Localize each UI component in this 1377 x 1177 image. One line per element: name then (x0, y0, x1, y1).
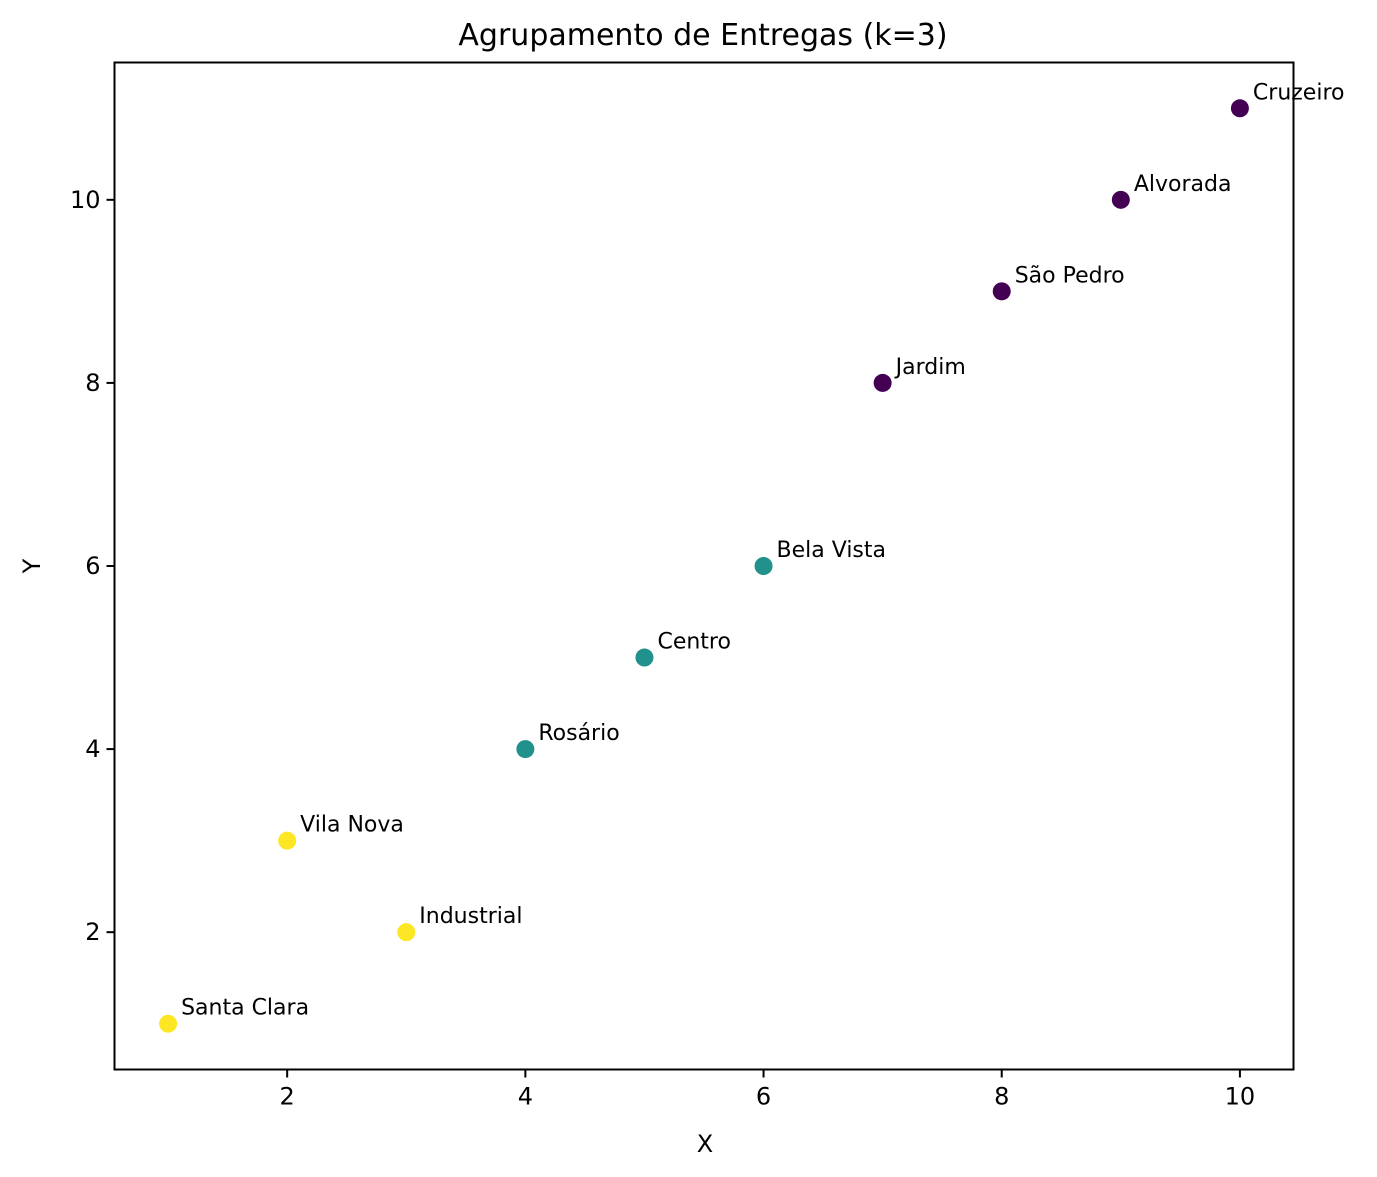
point-label: Cruzeiro (1253, 80, 1345, 105)
point-label: Industrial (419, 904, 522, 929)
point-label: Bela Vista (777, 538, 886, 563)
data-point (278, 831, 297, 850)
point-label: Jardim (894, 355, 966, 380)
data-point (1111, 190, 1130, 209)
y-tick-label: 10 (70, 186, 101, 214)
data-point (397, 923, 416, 942)
data-point (873, 373, 892, 392)
data-points: Santa Clara Vila Nova Industrial Rosário Cen… (159, 80, 1345, 1033)
point-label: Vila Nova (300, 813, 404, 838)
data-point (992, 282, 1011, 301)
data-point (1230, 99, 1249, 118)
point-label: São Pedro (1015, 263, 1125, 288)
y-axis-label: Y (18, 558, 46, 574)
x-tick-label: 4 (518, 1083, 533, 1111)
y-tick-label: 2 (85, 918, 100, 946)
y-tick-label: 6 (85, 552, 100, 580)
y-tick-label: 4 (85, 735, 100, 763)
x-axis-label: X (697, 1130, 713, 1158)
x-tick-label: 10 (1225, 1083, 1256, 1111)
data-point (754, 557, 773, 575)
y-tick-label: 8 (85, 369, 100, 397)
chart-title: Agrupamento de Entregas (k=3) (458, 18, 947, 53)
plot-frame (113, 61, 1295, 1071)
axis-ticks: 2 4 6 8 10 2 4 6 8 10 (70, 186, 1255, 1111)
point-label: Santa Clara (181, 996, 309, 1021)
point-label: Alvorada (1134, 172, 1232, 197)
x-tick-label: 2 (280, 1083, 295, 1111)
point-label: Rosário (538, 721, 619, 746)
data-point (516, 740, 535, 759)
x-tick-label: 6 (756, 1083, 771, 1111)
point-label: Centro (657, 630, 731, 655)
data-point (635, 648, 654, 667)
x-tick-label: 8 (994, 1083, 1009, 1111)
data-point (159, 1014, 178, 1033)
